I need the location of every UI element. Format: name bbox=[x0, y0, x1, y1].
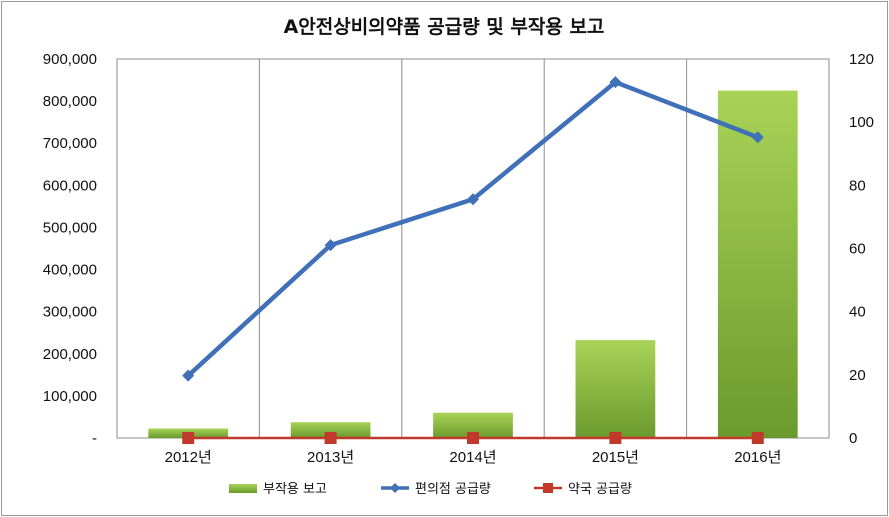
line-편의점 공급량 bbox=[186, 79, 759, 378]
legend-label: 편의점 공급량 bbox=[415, 482, 491, 497]
marker-diamond-2016년 bbox=[751, 131, 764, 144]
right-axis-tick-label: 120 bbox=[849, 51, 874, 68]
marker-diamond-2012년 bbox=[182, 369, 195, 382]
bar-2013년 bbox=[290, 422, 371, 438]
marker-square-2012년 bbox=[182, 432, 195, 444]
right-axis-tick-label: 20 bbox=[849, 367, 866, 384]
left-axis-tick-label: 900,000 bbox=[43, 51, 97, 68]
marker-square-2013년 bbox=[324, 432, 337, 444]
legend-swatch-marker bbox=[390, 483, 400, 493]
left-axis-tick-label: 600,000 bbox=[43, 177, 97, 194]
left-axis-tick-label: 300,000 bbox=[43, 304, 97, 321]
marker-diamond-2015년 bbox=[609, 76, 622, 89]
marker-diamond-2013년 bbox=[324, 239, 337, 252]
right-axis-tick-label: 0 bbox=[849, 430, 857, 447]
x-axis-tick-label: 2016년 bbox=[734, 449, 781, 466]
right-axis-tick-label: 80 bbox=[849, 177, 866, 194]
left-axis-tick-label: 700,000 bbox=[43, 135, 97, 152]
x-axis-tick-label: 2015년 bbox=[592, 449, 639, 466]
left-axis-tick-label: 500,000 bbox=[43, 219, 97, 236]
legend-swatch-bar bbox=[229, 484, 257, 493]
x-axis-tick-label: 2014년 bbox=[449, 449, 496, 466]
legend-swatch-marker bbox=[543, 483, 553, 493]
left-axis-tick-label: 400,000 bbox=[43, 262, 97, 279]
legend-label: 부작용 보고 bbox=[263, 482, 327, 497]
right-axis-tick-label: 60 bbox=[849, 241, 866, 258]
chart-title: A안전상비의약품 공급량 및 부작용 보고 bbox=[284, 16, 605, 38]
marker-square-2015년 bbox=[609, 432, 622, 444]
left-axis-tick-label: 100,000 bbox=[43, 388, 97, 405]
marker-square-2016년 bbox=[751, 432, 764, 444]
bar-2015년 bbox=[575, 340, 656, 438]
bar-2016년 bbox=[717, 90, 798, 438]
marker-diamond-2014년 bbox=[467, 193, 479, 206]
legend: 부작용 보고 편의점 공급량 약국 공급량 bbox=[229, 482, 632, 497]
line-series bbox=[182, 76, 764, 444]
left-axis-tick-label: 200,000 bbox=[43, 346, 97, 363]
right-axis-tick-label: 100 bbox=[849, 114, 874, 131]
left-axis-tick-label: 800,000 bbox=[43, 93, 97, 110]
axes: - 100,000 200,000 300,000 400,000 500,000 600,… bbox=[43, 51, 874, 466]
legend-label: 약국 공급량 bbox=[568, 482, 632, 497]
x-axis-tick-label: 2013년 bbox=[307, 449, 354, 466]
left-axis-tick-label: - bbox=[92, 430, 97, 447]
bar-series bbox=[148, 90, 798, 438]
x-axis-tick-label: 2012년 bbox=[165, 449, 212, 466]
marker-square-2014년 bbox=[467, 432, 479, 444]
right-axis-tick-label: 40 bbox=[849, 304, 866, 321]
